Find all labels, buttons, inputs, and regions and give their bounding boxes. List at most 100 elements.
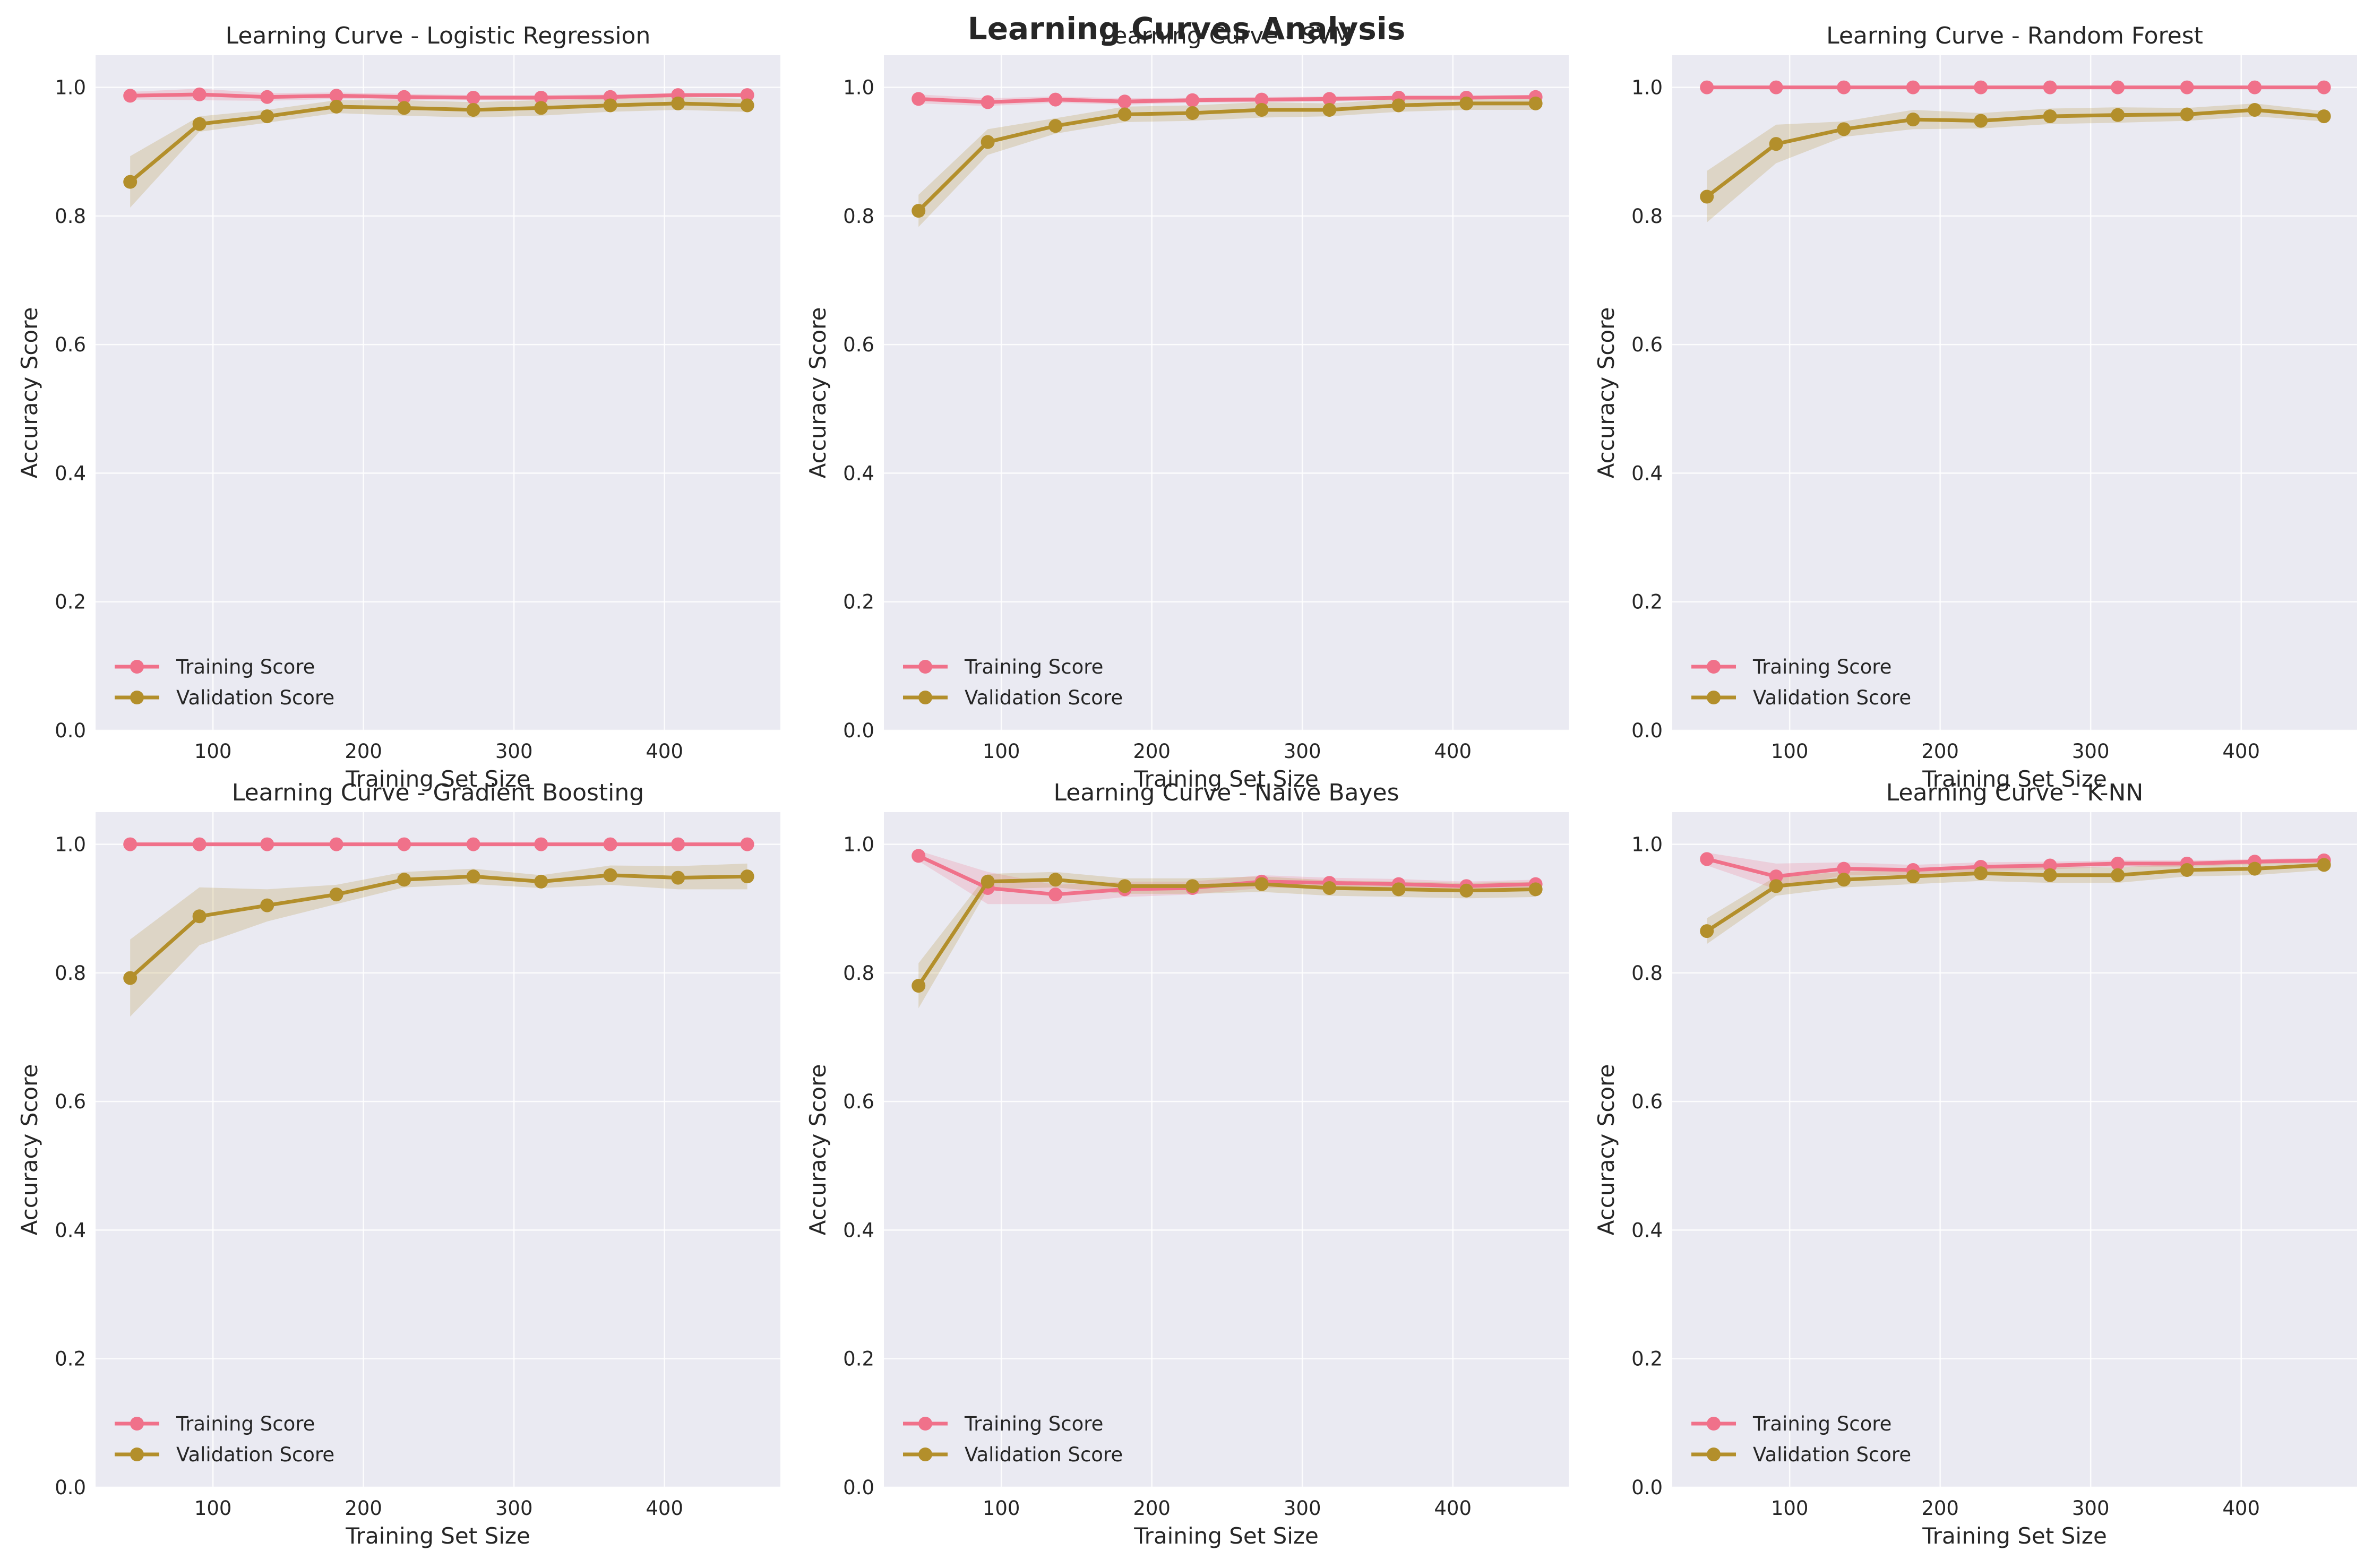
std-band-validation [1707, 859, 2324, 944]
y-tick-label: 0.8 [55, 205, 86, 228]
training-score-point [534, 837, 548, 851]
training-score-point [466, 837, 480, 851]
training-score-point [1769, 80, 1783, 94]
y-axis-label: Accuracy Score [805, 1064, 831, 1236]
x-tick-label: 100 [194, 1497, 232, 1520]
y-tick-label: 0.0 [843, 1476, 874, 1499]
validation-score-point [192, 909, 207, 924]
std-band-training [918, 850, 1536, 904]
training-score-point [740, 88, 754, 102]
validation-score-point [466, 869, 480, 884]
training-score-point [1185, 93, 1200, 107]
training-score-point [2043, 858, 2057, 873]
x-tick-label: 300 [2072, 740, 2110, 763]
training-score-point [1700, 80, 1714, 94]
legend-marker-validation [1707, 691, 1721, 704]
y-tick-label: 0.6 [843, 333, 874, 356]
x-tick-label: 100 [1771, 740, 1809, 763]
x-tick-label: 300 [1284, 1497, 1321, 1520]
x-tick-label: 200 [1133, 740, 1171, 763]
validation-score-point [260, 898, 274, 912]
legend-label-training: Training Score [176, 656, 315, 678]
legend-marker-training [130, 1417, 144, 1431]
training-score-point [2317, 80, 2331, 94]
validation-score-point [1117, 879, 1132, 893]
y-tick-label: 0.4 [55, 462, 86, 485]
legend-marker-validation [130, 1448, 144, 1461]
y-tick-label: 0.4 [55, 1219, 86, 1242]
y-tick-label: 1.0 [1631, 833, 1663, 856]
validation-score-point [1459, 883, 1474, 898]
x-tick-label: 400 [1434, 740, 1472, 763]
validation-score-point [466, 102, 480, 117]
training-score-point [1769, 869, 1783, 884]
legend-label-validation: Validation Score [1753, 1443, 1911, 1466]
plot-area [1672, 55, 2357, 730]
training-score-line [918, 95, 1536, 104]
y-tick-label: 1.0 [843, 833, 874, 856]
x-tick-label: 200 [1921, 740, 1959, 763]
validation-score-point [2043, 109, 2057, 124]
validation-score-point [2043, 868, 2057, 882]
validation-score-line [1706, 108, 2324, 199]
legend-label-validation: Validation Score [965, 686, 1123, 709]
training-score-point [671, 837, 685, 851]
training-score-point [2180, 80, 2194, 94]
training-score-point [1322, 92, 1337, 106]
training-score-point [260, 837, 274, 851]
x-axis-label: Training Set Size [345, 1523, 530, 1549]
y-tick-label: 1.0 [843, 76, 874, 99]
validation-score-line [917, 877, 1536, 987]
validation-score-point [1254, 102, 1269, 117]
y-axis-label: Accuracy Score [1593, 307, 1619, 479]
y-tick-label: 0.2 [1631, 591, 1663, 614]
x-tick-label: 300 [2072, 1497, 2110, 1520]
legend-marker-training [130, 660, 144, 674]
training-score-point [1837, 861, 1851, 876]
legend-marker-training [918, 660, 932, 674]
validation-score-point [1769, 879, 1783, 893]
validation-score-point [1391, 882, 1406, 897]
training-score-point [1837, 80, 1851, 94]
x-axis-label: Training Set Size [1922, 1523, 2107, 1549]
x-tick-label: 200 [345, 1497, 382, 1520]
y-tick-label: 0.4 [1631, 462, 1663, 485]
validation-score-point [1700, 189, 1714, 204]
subplot-3: 0.0 0.2 0.4 0.6 0.8 1.0 100 200 300 400 Learning C… [1593, 22, 2357, 792]
validation-score-point [1528, 882, 1543, 897]
subplot-title: Learning Curve - Gradient Boosting [232, 779, 644, 806]
legend-label-training: Training Score [964, 656, 1103, 678]
x-tick-label: 100 [983, 1497, 1020, 1520]
training-score-point [397, 837, 411, 851]
x-tick-label: 100 [983, 740, 1020, 763]
validation-score-point [2180, 863, 2194, 877]
legend-marker-training [918, 1417, 932, 1431]
y-tick-label: 0.0 [843, 719, 874, 742]
x-tick-label: 100 [194, 740, 232, 763]
plot-area [96, 55, 780, 730]
legend-marker-validation [1707, 1448, 1721, 1461]
training-score-point [192, 87, 207, 101]
validation-score-point [1837, 873, 1851, 887]
validation-score-point [1117, 107, 1132, 122]
y-tick-label: 0.8 [1631, 962, 1663, 985]
training-score-point [2043, 80, 2057, 94]
training-score-point [1906, 80, 1920, 94]
validation-score-point [1254, 877, 1269, 891]
validation-score-point [1048, 873, 1063, 887]
training-score-line [1706, 857, 2324, 878]
validation-score-point [1906, 869, 1920, 884]
x-tick-label: 200 [1133, 1497, 1171, 1520]
training-score-point [2111, 856, 2125, 871]
validation-score-point [1906, 113, 1920, 127]
y-tick-label: 1.0 [55, 76, 86, 99]
validation-score-line [128, 873, 747, 980]
y-axis-label: Accuracy Score [805, 307, 831, 479]
subplot-grid: 0.0 0.2 0.4 0.6 0.8 1.0 100 200 300 400 Learning C… [16, 22, 2357, 1549]
validation-score-point [912, 204, 926, 218]
y-tick-label: 0.6 [843, 1090, 874, 1113]
y-tick-label: 0.2 [55, 1348, 86, 1371]
x-tick-label: 400 [2222, 1497, 2260, 1520]
x-tick-label: 300 [495, 1497, 533, 1520]
